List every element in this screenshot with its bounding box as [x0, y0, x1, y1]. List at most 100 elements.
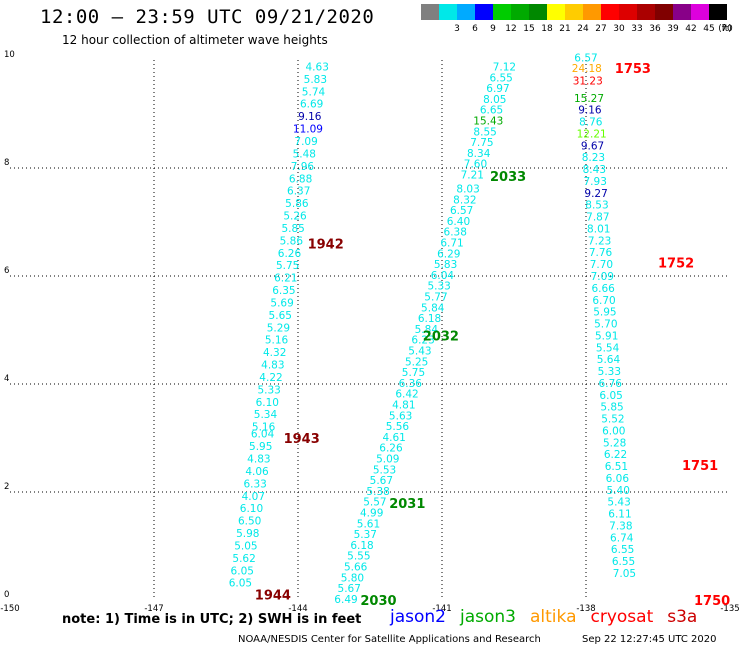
- wave-height-label: 5.43: [408, 346, 431, 358]
- scale-swatch: [565, 4, 583, 20]
- wave-height-label: 8.53: [585, 200, 608, 212]
- wave-height-label: 5.16: [265, 335, 289, 347]
- x-tick-label: -150: [0, 604, 19, 614]
- scale-label: 9: [490, 24, 496, 34]
- wave-height-label: 5.83: [304, 74, 327, 86]
- scale-label: 18: [541, 24, 553, 34]
- wave-height-label: 9.16: [298, 111, 322, 123]
- wave-height-label: 4.83: [247, 454, 270, 466]
- wave-height-values: 4.635.835.746.699.1611.097.095.487.966.8…: [229, 52, 636, 606]
- wave-height-label: 5.86: [285, 198, 309, 210]
- wave-height-label: 5.29: [267, 322, 290, 334]
- wave-height-label: 5.86: [280, 235, 304, 247]
- wave-height-label: 5.40: [607, 485, 630, 497]
- wave-height-label: 6.70: [592, 295, 615, 307]
- wave-height-label: 6.18: [350, 540, 373, 552]
- wave-height-label: 5.25: [405, 356, 428, 368]
- wave-height-label: 6.51: [605, 461, 628, 473]
- wave-height-label: 5.67: [338, 583, 361, 595]
- wave-height-label: 5.85: [600, 402, 623, 414]
- wave-height-label: 4.06: [245, 466, 269, 478]
- wave-height-label: 5.69: [270, 297, 293, 309]
- wave-height-label: 8.34: [467, 148, 491, 160]
- wave-height-label: 6.26: [278, 248, 302, 260]
- wave-height-label: 9.16: [578, 105, 602, 117]
- scale-swatch: [475, 4, 493, 20]
- wave-height-label: 4.63: [306, 61, 329, 73]
- wave-height-label: 8.55: [473, 126, 496, 138]
- wave-height-label: 7.76: [589, 247, 613, 259]
- legend-item-s3a: s3a: [667, 607, 698, 627]
- wave-height-label: 6.97: [486, 83, 509, 95]
- scale-label: 33: [631, 24, 643, 34]
- scale-swatch: [601, 4, 619, 20]
- wave-height-label: 6.00: [602, 425, 625, 437]
- wave-height-label: 4.32: [263, 347, 286, 359]
- wave-height-label: 5.61: [357, 518, 380, 530]
- wave-height-label: 5.48: [293, 148, 316, 160]
- wave-height-label: 7.93: [584, 176, 607, 188]
- pass-time-label: 1943: [284, 432, 320, 447]
- x-tick-label: -147: [144, 604, 163, 614]
- wave-height-label: 24.18: [572, 63, 602, 75]
- wave-height-label: 5.09: [376, 454, 399, 466]
- legend-item-cryosat: cryosat: [590, 607, 654, 627]
- wave-height-label: 4.81: [392, 400, 415, 412]
- wave-height-label: 5.33: [257, 384, 280, 396]
- wave-height-label: 7.87: [586, 212, 609, 224]
- wave-height-label: 8.23: [582, 152, 605, 164]
- wave-height-label: 7.09: [591, 271, 614, 283]
- wave-height-label: 7.60: [464, 159, 487, 171]
- wave-height-label: 5.75: [276, 260, 299, 272]
- pass-time-label: 2031: [389, 497, 425, 512]
- y-tick-label: 6: [4, 266, 9, 276]
- wave-height-label: 4.61: [382, 432, 405, 444]
- wave-height-label: 6.04: [251, 429, 275, 441]
- scale-label: 27: [595, 24, 607, 34]
- wave-height-label: 15.27: [574, 93, 604, 105]
- wave-height-label: 5.52: [601, 414, 624, 426]
- scale-swatch: [691, 4, 709, 20]
- generated-timestamp: Sep 22 12:27:45 UTC 2020: [582, 634, 717, 645]
- wave-height-label: 5.38: [366, 486, 389, 498]
- scale-label: 42: [685, 24, 697, 34]
- wave-height-label: 9.67: [581, 140, 604, 152]
- wave-height-label: 5.37: [354, 529, 377, 541]
- wave-height-label: 5.57: [363, 497, 386, 509]
- units-note: note: 1) Time is in UTC; 2) SWH is in fe…: [62, 612, 362, 627]
- wave-height-label: 6.29: [437, 248, 460, 260]
- wave-height-label: 6.21: [274, 273, 297, 285]
- scale-label: 45: [703, 24, 715, 34]
- wave-height-label: 6.55: [612, 556, 635, 568]
- legend-item-altika: altika: [530, 607, 577, 627]
- pass-time-label: 1753: [615, 62, 651, 77]
- wave-height-label: 7.23: [588, 235, 611, 247]
- wave-height-label: 5.64: [597, 354, 621, 366]
- wave-height-label: 6.55: [489, 72, 512, 84]
- legend-item-jason2: jason2: [390, 607, 446, 627]
- wave-height-label: 6.22: [604, 449, 627, 461]
- pass-time-label: 2030: [360, 594, 396, 609]
- wave-height-label: 5.33: [598, 366, 621, 378]
- axis-tick-labels: -150 -147 -144 -141 -138 -135 0 2 4 6 8 10: [0, 50, 739, 614]
- wave-height-label: 6.37: [287, 186, 310, 198]
- wave-height-label: 15.43: [473, 115, 503, 127]
- wave-height-label: 5.95: [249, 441, 272, 453]
- x-tick-label: -138: [576, 604, 595, 614]
- scale-label: 3: [454, 24, 460, 34]
- wave-height-label: 5.55: [347, 551, 370, 563]
- scale-swatch: [619, 4, 637, 20]
- wave-height-label: 5.83: [434, 259, 457, 271]
- wave-height-label: 7.21: [461, 169, 484, 181]
- wave-height-label: 5.91: [595, 330, 618, 342]
- wave-height-label: 6.06: [606, 473, 630, 485]
- scale-swatch: [709, 4, 727, 20]
- wave-height-label: 7.05: [613, 568, 636, 580]
- wave-height-label: 6.57: [574, 52, 597, 64]
- wave-height-label: 8.76: [579, 117, 603, 129]
- pass-time-label: 1942: [308, 238, 344, 253]
- wave-height-label: 8.32: [453, 194, 476, 206]
- wave-height-label: 8.05: [483, 94, 506, 106]
- wave-height-label: 6.50: [238, 516, 261, 528]
